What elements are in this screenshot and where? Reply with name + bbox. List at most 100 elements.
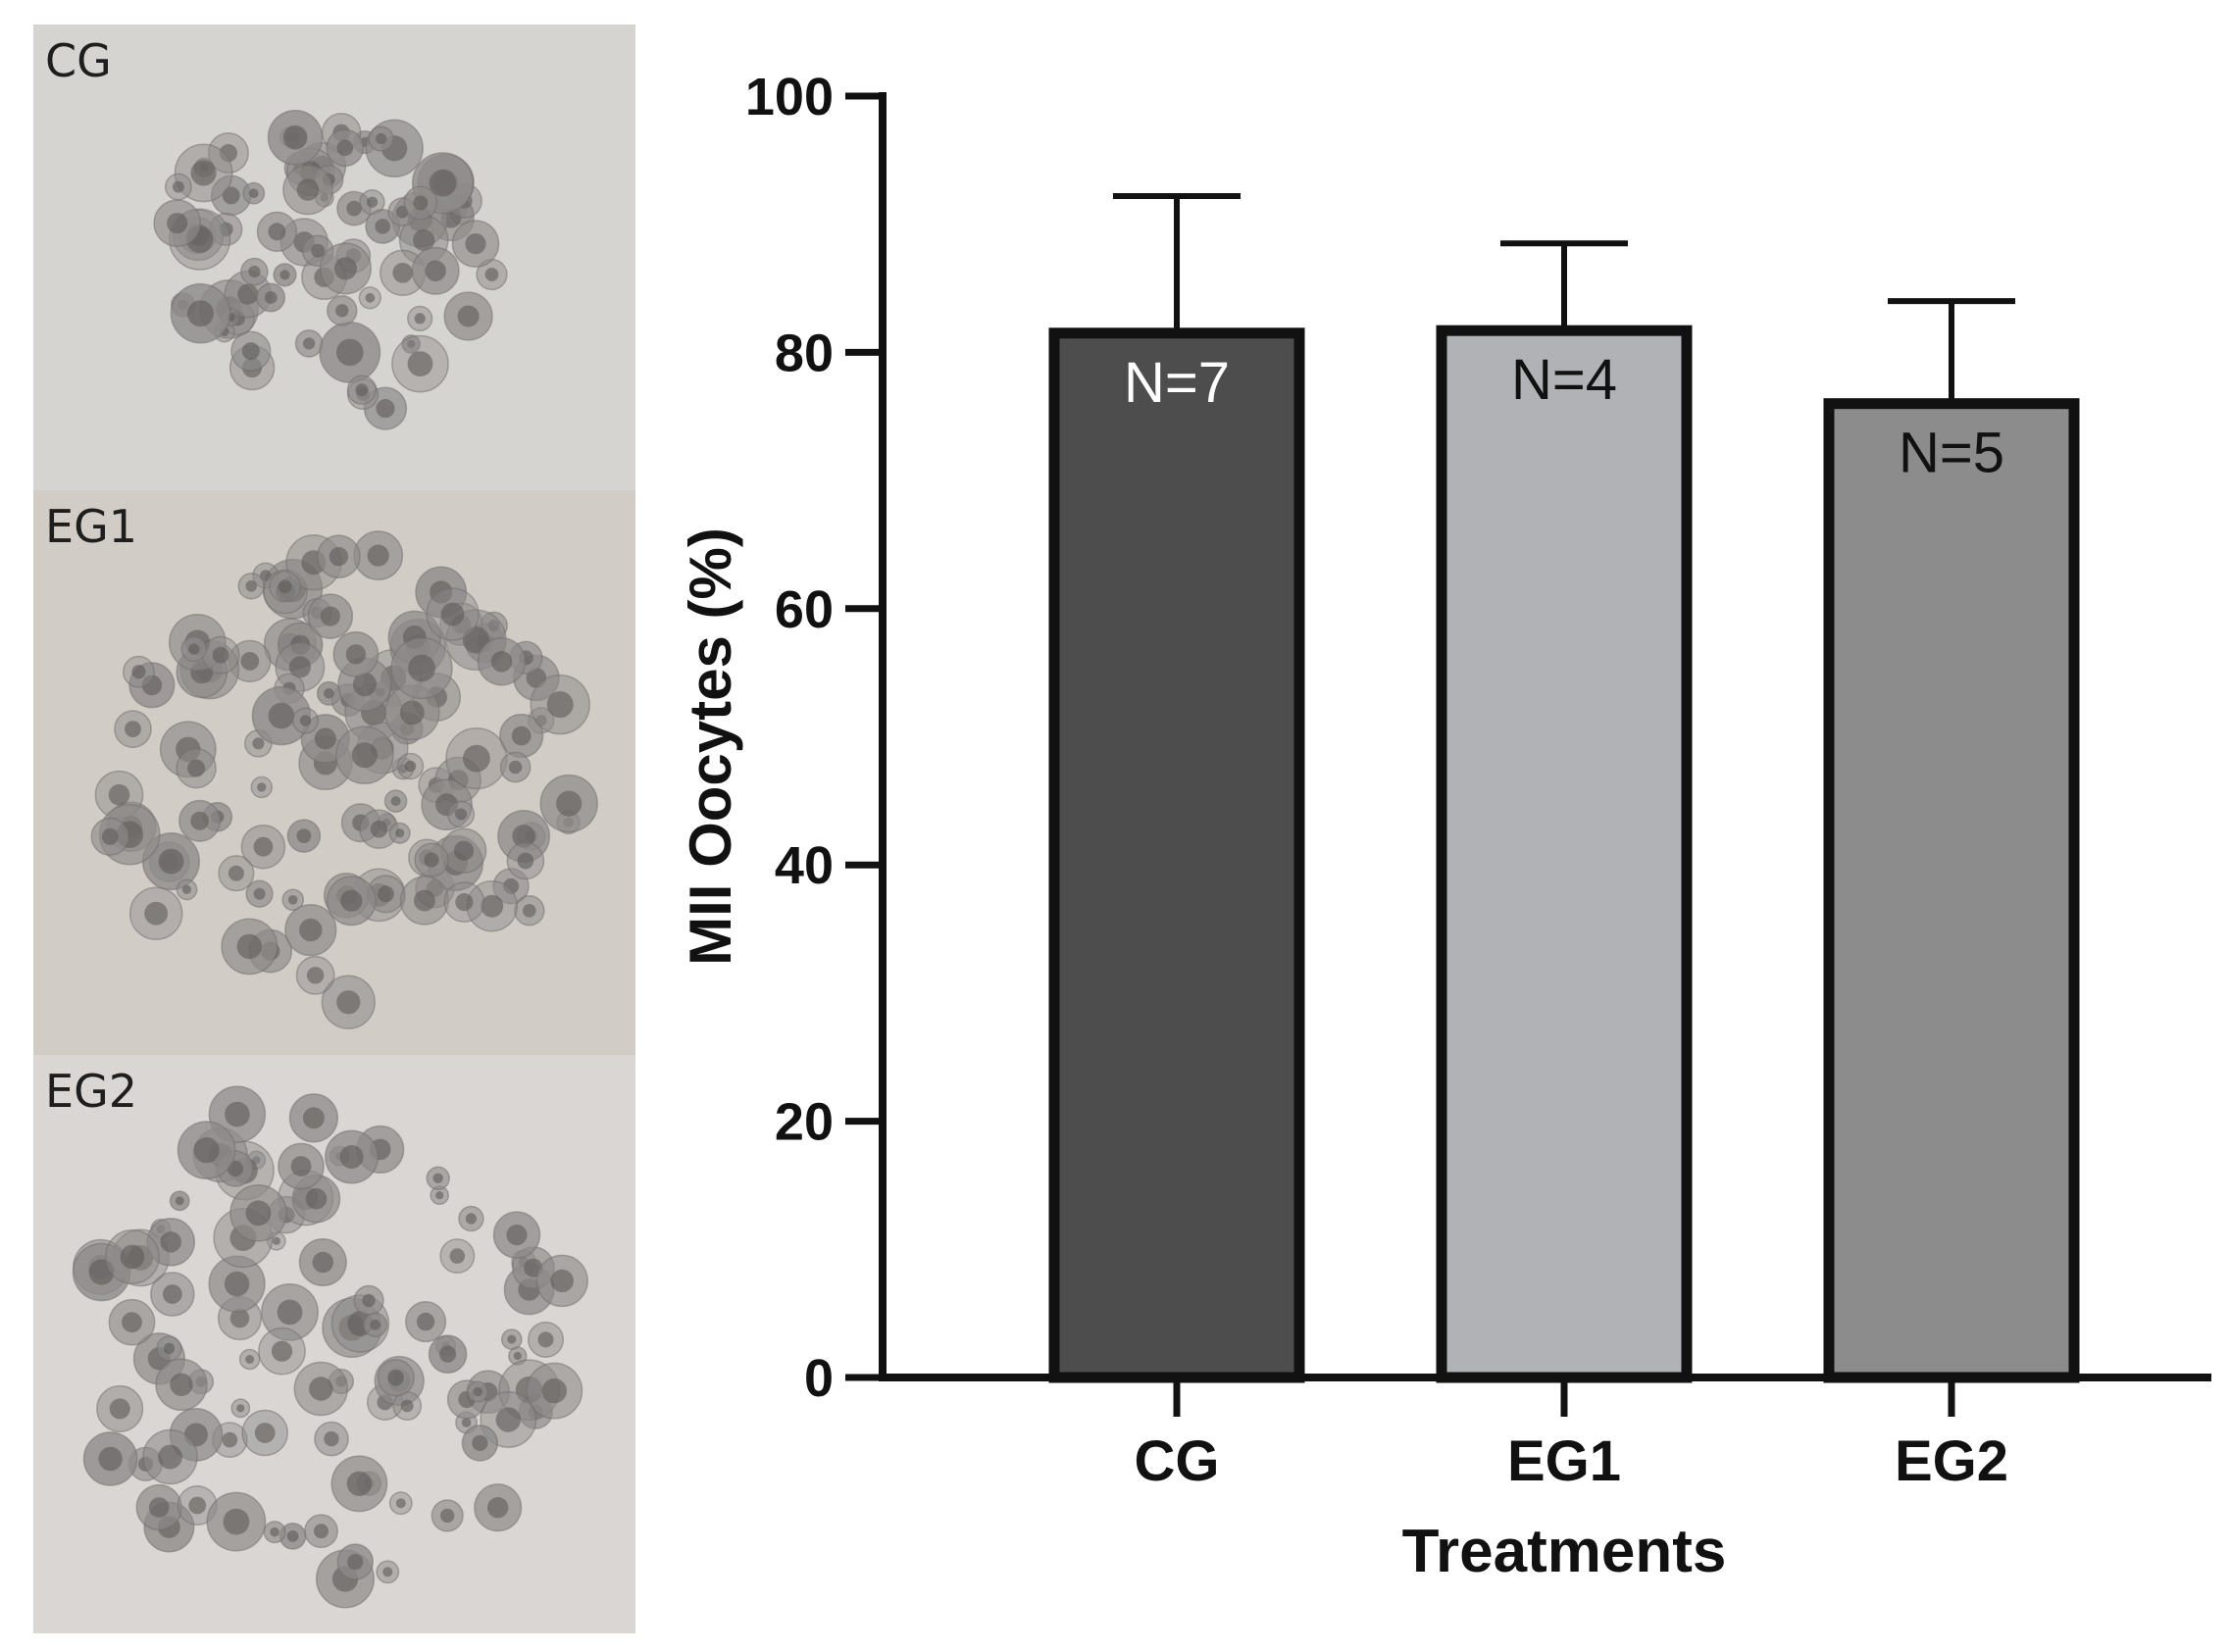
oocyte-core: [309, 1377, 333, 1401]
oocyte-core: [158, 1444, 182, 1470]
oocyte-core: [162, 1284, 182, 1304]
oocyte-core: [109, 1398, 130, 1420]
bar-n-label: N=7: [1124, 351, 1230, 415]
oocyte-core: [254, 1423, 276, 1443]
oocyte-core: [435, 1191, 444, 1200]
oocyte-core: [268, 702, 295, 729]
oocyte-core: [506, 1225, 528, 1246]
panel-label-eg1: EG1: [45, 500, 137, 553]
oocyte-core: [187, 300, 214, 327]
oocyte-core: [108, 783, 130, 806]
oocyte-core: [377, 885, 394, 903]
oocyte-core: [303, 337, 316, 350]
oocyte-core: [365, 292, 376, 303]
oocyte-core: [245, 1355, 255, 1364]
oocyte-core: [346, 200, 362, 217]
oocyte-core: [465, 1213, 477, 1225]
oocyte-core: [225, 1101, 250, 1127]
oocyte-core: [541, 1377, 567, 1404]
oocyte-core: [404, 760, 417, 773]
bar-cg: [1048, 327, 1305, 1383]
oocyte-core: [457, 305, 480, 327]
oocyte-core: [253, 836, 274, 857]
oocyte-core: [272, 1236, 280, 1245]
oocyte-core: [188, 1496, 207, 1515]
oocyte-core: [271, 1340, 293, 1362]
oocyte-micrograph-cg: [33, 25, 635, 490]
oocyte-core: [270, 1527, 279, 1537]
oocyte-micrograph-eg1: [33, 490, 635, 1055]
oocyte-core: [248, 266, 261, 278]
y-tick-label: 100: [745, 68, 834, 126]
x-tick-label: EG2: [1895, 1429, 2008, 1493]
oocyte-core: [187, 759, 206, 777]
oocyte-core: [517, 852, 534, 870]
oocyte-core: [355, 383, 369, 397]
oocyte-core: [148, 1497, 170, 1518]
oocyte-core: [188, 643, 200, 655]
bar-eg2: [1823, 398, 2080, 1383]
oocyte-core: [299, 715, 312, 726]
oocyte-core: [237, 283, 259, 305]
oocyte-core: [241, 342, 260, 361]
oocyte-core: [125, 721, 141, 737]
oocyte-core: [329, 547, 349, 567]
oocyte-core: [268, 223, 286, 241]
y-tick-label: 40: [775, 836, 834, 895]
oocyte-core: [370, 1319, 381, 1330]
oocyte-core: [537, 1331, 554, 1348]
oocyte-core: [473, 1386, 482, 1397]
oocyte-core: [286, 1530, 299, 1542]
oocyte-core: [424, 852, 439, 868]
oocyte-core: [333, 257, 357, 280]
oocyte-core: [101, 827, 119, 845]
y-tick-label: 80: [775, 324, 834, 382]
oocyte-core: [375, 219, 391, 234]
oocyte-core: [172, 180, 184, 193]
oocyte-core: [302, 1107, 325, 1129]
oocyte-core: [236, 1404, 245, 1413]
oocyte-core: [282, 125, 308, 150]
y-tick-label: 0: [804, 1349, 834, 1408]
oocyte-core: [440, 1508, 455, 1524]
photo-panel-cg: CG: [33, 25, 635, 490]
oocyte-core: [503, 877, 520, 894]
oocyte-core: [413, 195, 429, 211]
oocyte-core: [223, 1508, 250, 1535]
photo-panel-eg2: EG2: [33, 1055, 635, 1633]
oocyte-core: [340, 889, 363, 912]
oocyte-core: [512, 825, 535, 848]
oocyte-core: [435, 793, 459, 817]
oocyte-core: [305, 1187, 328, 1210]
oocyte-core: [299, 918, 323, 942]
oocyte-core: [120, 1244, 145, 1270]
panel-label-eg2: EG2: [45, 1065, 137, 1118]
oocyte-core: [408, 654, 435, 682]
oocyte-core: [306, 967, 325, 984]
oocyte-core: [490, 651, 513, 673]
oocyte-core: [507, 1334, 517, 1344]
oocyte-core: [144, 901, 169, 926]
oocyte-core: [212, 646, 229, 664]
oocyte-core: [141, 675, 163, 696]
x-tick-label: EG1: [1507, 1429, 1621, 1493]
oocyte-core: [296, 178, 320, 201]
oocyte-core: [252, 737, 265, 750]
oocyte-core: [122, 1312, 142, 1333]
bar-eg1: [1436, 325, 1693, 1383]
oocyte-core: [240, 652, 260, 671]
oocyte-core: [440, 602, 465, 626]
oocyte-core: [382, 1567, 393, 1577]
oocyte-core: [222, 186, 240, 205]
oocyte-core: [366, 196, 379, 208]
oocyte-core: [416, 1312, 435, 1331]
bar-n-label: N=5: [1899, 422, 2004, 485]
oocyte-core: [336, 139, 354, 157]
oocyte-core: [287, 895, 298, 905]
oocyte-core: [253, 887, 266, 900]
oocyte-core: [495, 1407, 521, 1432]
oocyte-core: [245, 580, 257, 592]
oocyte-core: [181, 884, 192, 894]
oocyte-core: [278, 579, 292, 594]
